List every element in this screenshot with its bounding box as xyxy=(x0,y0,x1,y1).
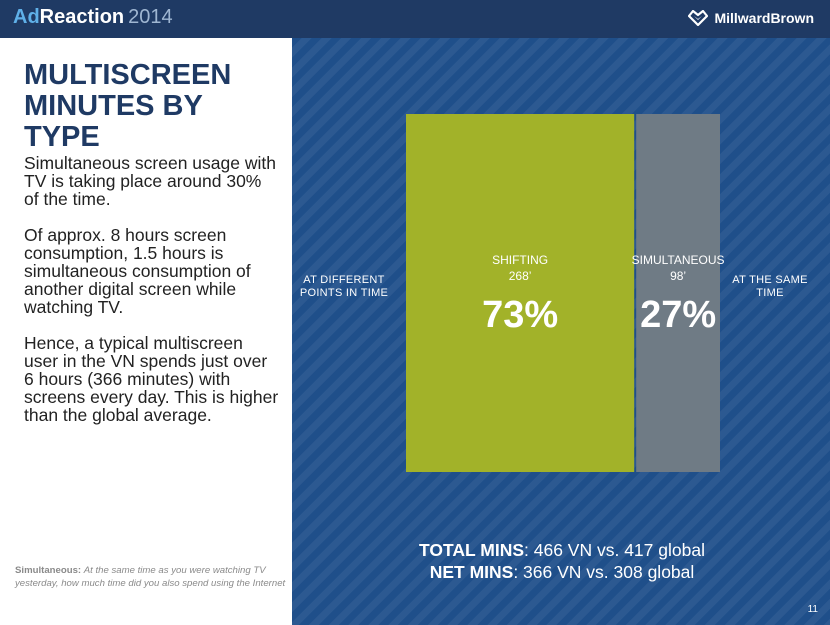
paragraph-2: Of approx. 8 hours screen consumption, 1… xyxy=(24,225,251,317)
adreaction-logo: AdReaction 2014 xyxy=(13,6,173,29)
net-mins-value: : 366 VN vs. 308 global xyxy=(513,562,695,582)
body-text: Simultaneous screen usage with TV is tak… xyxy=(24,154,280,442)
footnote-text: At the same time as you were watching TV… xyxy=(15,565,286,589)
percent-label-simultaneous: 27% xyxy=(640,294,716,336)
title-line-1: MULTISCREEN xyxy=(24,59,232,91)
total-mins-key: TOTAL MINS xyxy=(419,540,525,560)
header-bar: AdReaction 2014 MillwardBrown xyxy=(0,0,830,38)
category-label-shifting: SHIFTING xyxy=(492,253,548,267)
bar-shifting xyxy=(406,114,635,472)
footnote: Simultaneous: At the same time as you we… xyxy=(15,564,290,590)
net-mins-line: NET MINS: 366 VN vs. 308 global xyxy=(352,561,772,583)
net-mins-key: NET MINS xyxy=(429,562,514,582)
percent-label-shifting: 73% xyxy=(482,294,558,336)
label-different-points: AT DIFFERENT POINTS IN TIME xyxy=(299,274,389,299)
bar-simultaneous xyxy=(636,114,720,472)
paragraph-1: Simultaneous screen usage with TV is tak… xyxy=(24,153,276,209)
total-mins-value: : 466 VN vs. 417 global xyxy=(524,540,705,560)
brand-ad: Ad xyxy=(13,6,40,28)
millwardbrown-logo: MillwardBrown xyxy=(688,10,814,26)
left-panel: MULTISCREEN MINUTES BY TYPE Simultaneous… xyxy=(0,38,292,625)
value-label-simultaneous: 98’ xyxy=(670,269,686,283)
title-line-2: MINUTES BY TYPE xyxy=(24,90,203,153)
company-name: MillwardBrown xyxy=(714,10,814,26)
page-title: MULTISCREEN MINUTES BY TYPE xyxy=(24,60,284,153)
millwardbrown-logo-icon xyxy=(688,10,709,26)
label-same-time: AT THE SAME TIME xyxy=(732,274,808,299)
totals: TOTAL MINS: 466 VN vs. 417 global NET MI… xyxy=(352,539,772,583)
category-label-simultaneous: SIMULTANEOUS xyxy=(632,253,725,267)
page-number: 11 xyxy=(807,604,818,615)
value-label-shifting: 268’ xyxy=(509,269,532,283)
total-mins-line: TOTAL MINS: 466 VN vs. 417 global xyxy=(352,539,772,561)
chart-panel: SHIFTING 268’ 73% SIMULTANEOUS 98’ 27% AT DIF… xyxy=(292,38,830,625)
footnote-label: Simultaneous: xyxy=(15,565,82,576)
brand-year: 2014 xyxy=(128,6,173,28)
brand-reaction: Reaction xyxy=(39,6,125,28)
chart-svg: SHIFTING 268’ 73% SIMULTANEOUS 98’ 27% xyxy=(406,114,725,472)
paragraph-3: Hence, a typical multiscreen user in the… xyxy=(24,333,279,425)
